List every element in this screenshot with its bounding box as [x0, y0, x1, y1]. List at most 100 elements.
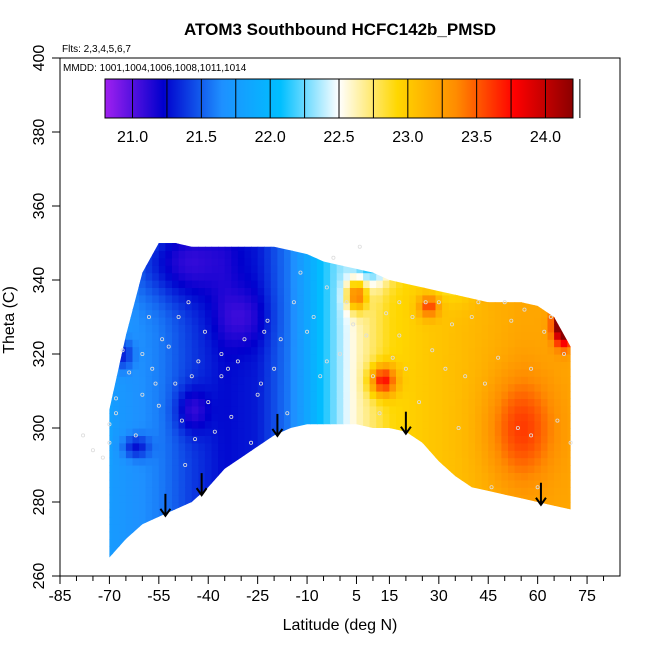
heat-cell — [172, 531, 180, 540]
heat-cell — [574, 443, 581, 451]
heat-cell — [244, 502, 252, 510]
heat-cell — [376, 265, 384, 274]
heat-cell — [284, 243, 292, 251]
heat-cell — [112, 442, 120, 451]
heat-cell — [369, 243, 377, 251]
heat-cell — [323, 435, 331, 444]
heat-cell — [481, 487, 489, 496]
heatmap-cells — [100, 243, 581, 569]
heat-cell — [303, 405, 311, 414]
heat-cell — [514, 391, 522, 399]
heat-cell — [257, 405, 265, 414]
heat-cell — [415, 413, 423, 422]
heat-cell — [231, 450, 239, 459]
heat-cell — [172, 339, 180, 348]
heat-cell — [125, 331, 134, 340]
heat-cell — [501, 428, 509, 436]
heat-cell — [468, 250, 476, 259]
heat-cell — [409, 531, 417, 540]
heat-cell — [290, 531, 298, 540]
heat-cell — [349, 243, 358, 244]
data-point — [469, 314, 474, 319]
heat-cell — [205, 561, 212, 569]
heat-cell — [152, 516, 160, 525]
heat-cell — [244, 243, 252, 251]
heat-cell — [132, 280, 140, 288]
data-point — [229, 414, 234, 419]
heat-cell — [264, 302, 272, 311]
heat-cell — [270, 502, 278, 510]
heat-cell — [534, 487, 542, 496]
heat-cell — [508, 257, 516, 266]
heat-cell — [376, 331, 384, 340]
heat-cell — [112, 272, 120, 281]
heat-cell — [191, 398, 199, 407]
heat-cell — [422, 450, 430, 459]
heat-cell — [316, 309, 325, 318]
heat-cell — [152, 539, 160, 547]
heat-cell — [428, 361, 437, 370]
heat-cell — [185, 531, 193, 540]
heat-cell — [402, 502, 410, 510]
heat-cell — [396, 531, 404, 540]
heat-cell — [336, 435, 344, 444]
heat-cell — [554, 531, 562, 540]
heat-cell — [422, 487, 430, 496]
heat-cell — [218, 539, 226, 547]
heat-cell — [376, 354, 384, 362]
heat-cell — [244, 302, 252, 311]
heat-cell — [481, 368, 489, 377]
heat-cell — [560, 472, 568, 481]
heat-cell — [554, 331, 562, 340]
heat-cell — [448, 539, 456, 547]
heat-cell — [165, 479, 173, 488]
heat-cell — [100, 302, 107, 310]
heat-cell — [488, 317, 496, 325]
heat-cell — [488, 442, 496, 451]
heat-cell — [178, 420, 186, 429]
heat-cell — [152, 309, 160, 318]
heat-cell — [415, 354, 423, 362]
heat-cell — [574, 413, 581, 421]
heat-cell — [343, 435, 351, 444]
heat-cell — [198, 302, 206, 311]
heat-cell — [100, 265, 107, 273]
heat-cell — [363, 546, 371, 555]
heat-cell — [172, 553, 180, 558]
heat-cell — [330, 465, 338, 473]
heat-cell — [514, 376, 522, 385]
heat-cell — [554, 272, 562, 281]
heat-cell — [119, 420, 127, 429]
heat-cell — [125, 287, 134, 296]
heat-cell — [225, 561, 232, 569]
heat-cell — [481, 524, 489, 533]
heat-cell — [237, 457, 246, 466]
heat-cell — [369, 442, 377, 451]
heat-cell — [145, 428, 153, 436]
heat-cell — [402, 398, 410, 407]
heat-cell — [218, 435, 226, 444]
heat-cell — [567, 339, 571, 348]
heat-cell — [145, 442, 153, 451]
heat-cell — [132, 287, 140, 296]
heat-cell — [488, 413, 496, 422]
heat-cell — [109, 391, 114, 399]
heat-cell — [277, 509, 285, 518]
heat-cell — [527, 457, 535, 466]
heat-cell — [356, 420, 364, 429]
heat-cell — [435, 361, 443, 370]
heat-cell — [560, 450, 568, 459]
heat-cell — [330, 435, 338, 444]
heat-cell — [251, 354, 259, 362]
data-point — [219, 374, 224, 379]
data-point — [357, 244, 362, 249]
heat-cell — [310, 413, 318, 422]
heat-cell — [264, 361, 272, 370]
heat-cell — [501, 465, 509, 473]
heat-cell — [369, 405, 377, 414]
heat-cell — [109, 465, 114, 473]
heat-cell — [237, 516, 246, 525]
heat-cell — [402, 243, 410, 244]
heat-cell — [145, 494, 153, 503]
heat-cell — [152, 287, 160, 296]
